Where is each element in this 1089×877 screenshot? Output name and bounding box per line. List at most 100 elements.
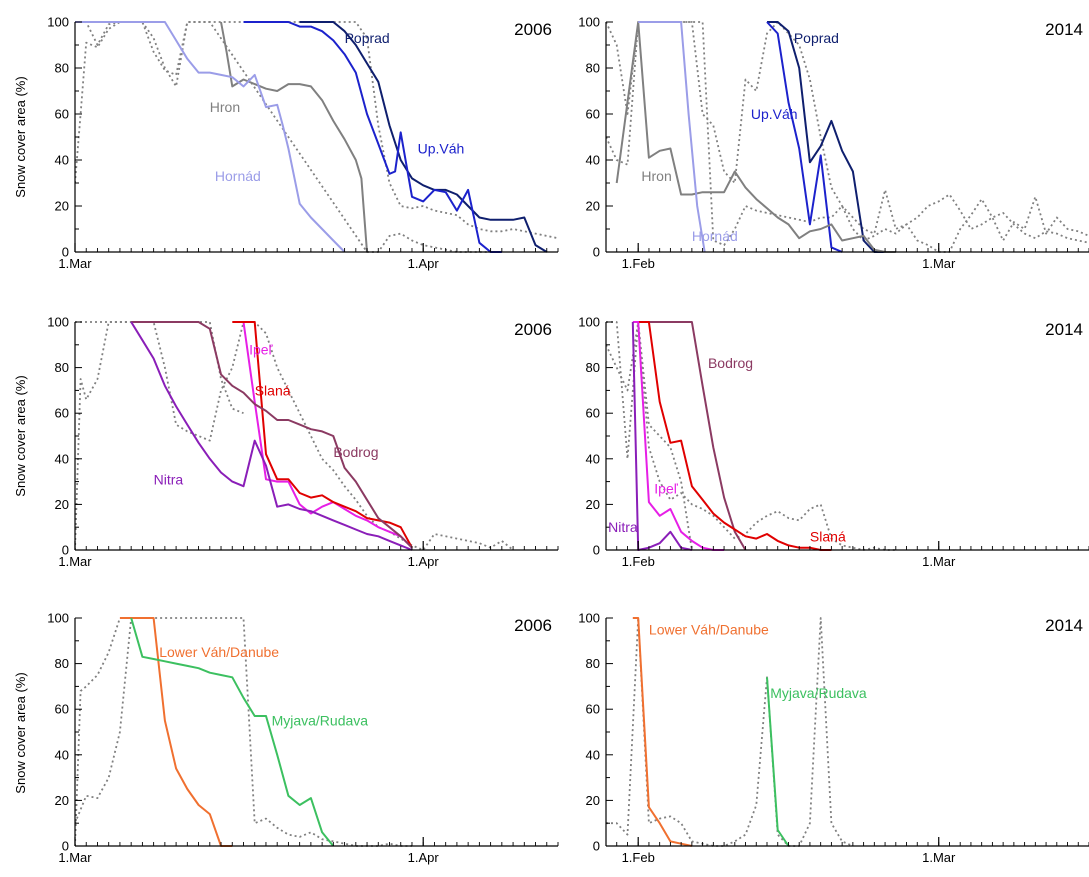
y-tick-label: 60 <box>55 406 69 421</box>
series-label-poprad: Poprad <box>345 30 390 46</box>
series-label-myjava-rudava: Myjava/Rudava <box>272 713 369 729</box>
y-tick-label: 100 <box>47 315 69 330</box>
series-line-poprad <box>767 21 886 253</box>
series-line-up-vah <box>766 21 843 253</box>
y-axis-label-bottom: Snow cover area (%) <box>13 672 28 793</box>
y-tick-label: 100 <box>47 15 69 30</box>
y-tick-label: 80 <box>55 61 69 76</box>
y-tick-label: 100 <box>578 315 600 330</box>
reference-line-dotted <box>75 21 502 253</box>
reference-line-dotted <box>75 21 558 240</box>
series-line-ipel <box>242 321 413 549</box>
panel-year-label: 2006 <box>514 616 552 635</box>
series-line-lower-vah-danube <box>632 617 693 847</box>
y-tick-label: 20 <box>586 793 600 808</box>
x-tick-label: 1.Mar <box>58 256 92 271</box>
reference-line-dotted <box>606 21 1089 253</box>
y-tick-label: 80 <box>586 360 600 375</box>
series-line-bodrog <box>131 321 413 549</box>
series-line-hornad <box>75 21 346 253</box>
series-label-lower-vah-danube: Lower Váh/Danube <box>649 621 769 637</box>
x-tick-label: 1.Feb <box>622 850 655 865</box>
y-tick-label: 60 <box>586 702 600 717</box>
series-label-nitra: Nitra <box>608 519 638 535</box>
reference-line-dotted <box>606 617 854 847</box>
y-tick-label: 80 <box>586 61 600 76</box>
series-line-hron <box>615 21 896 253</box>
panel-year-label: 2014 <box>1045 20 1083 39</box>
y-tick-label: 80 <box>586 656 600 671</box>
y-axis-label-top: Snow cover area (%) <box>13 76 28 197</box>
y-tick-label: 100 <box>578 15 600 30</box>
series-label-up-vah: Up.Váh <box>751 106 798 122</box>
reference-line-dotted <box>606 321 896 551</box>
y-tick-label: 60 <box>586 406 600 421</box>
y-tick-label: 80 <box>55 360 69 375</box>
x-tick-label: 1.Apr <box>408 256 440 271</box>
chart-panel-1: 0 20 40 60 80 100 1.Mar 1.Apr 2006 Poprad Up.Váh Hr… <box>47 15 559 271</box>
x-tick-label: 1.Mar <box>922 850 956 865</box>
series-line-lower-vah-danube <box>119 617 233 847</box>
chart-panel-2: 0 20 40 60 80 100 1.Feb 1.Mar 2014 Poprad Up.Váh Hr… <box>578 15 1089 271</box>
series-label-lower-vah-danube: Lower Váh/Danube <box>159 644 279 660</box>
series-line-bodrog <box>638 321 747 551</box>
y-tick-label: 40 <box>55 451 69 466</box>
reference-line-dotted <box>75 617 133 824</box>
panel-year-label: 2014 <box>1045 616 1083 635</box>
chart-panel-3: 0 20 40 60 80 100 1.Mar 1.Apr 2006 Ipeľ Slaná Bodro… <box>47 315 559 569</box>
y-tick-label: 40 <box>586 747 600 762</box>
panel-year-label: 2006 <box>514 20 552 39</box>
x-tick-label: 1.Mar <box>922 256 956 271</box>
series-label-bodrog: Bodrog <box>333 444 378 460</box>
y-tick-label: 20 <box>586 497 600 512</box>
series-label-myjava-rudava: Myjava/Rudava <box>770 685 867 701</box>
y-tick-label: 0 <box>593 245 600 260</box>
series-label-up-vah: Up.Váh <box>418 141 465 157</box>
y-tick-label: 60 <box>55 702 69 717</box>
y-tick-label: 100 <box>578 611 600 626</box>
series-line-myjava-rudava <box>766 677 790 847</box>
series-line-ipel <box>632 321 725 551</box>
panel-year-label: 2014 <box>1045 320 1083 339</box>
reference-line-dotted <box>75 321 514 551</box>
x-tick-label: 1.Apr <box>408 554 440 569</box>
series-label-ipel: Ipeľ <box>249 341 273 357</box>
y-tick-label: 0 <box>62 839 69 854</box>
y-tick-label: 0 <box>62 245 69 260</box>
series-line-poprad <box>299 21 548 253</box>
y-tick-label: 40 <box>55 153 69 168</box>
y-tick-label: 20 <box>55 793 69 808</box>
x-tick-label: 1.Mar <box>58 554 92 569</box>
series-label-nitra: Nitra <box>154 471 184 487</box>
y-tick-label: 100 <box>47 611 69 626</box>
y-axis-label-middle: Snow cover area (%) <box>13 375 28 496</box>
chart-panel-5: 0 20 40 60 80 100 1.Mar 1.Apr 2006 Lower Váh/Danu… <box>47 611 559 865</box>
series-label-poprad: Poprad <box>794 30 839 46</box>
y-tick-label: 40 <box>586 451 600 466</box>
chart-panel-4: 0 20 40 60 80 100 1.Feb 1.Mar 2014 Bodrog Slaná Ipe… <box>578 315 1089 569</box>
y-tick-label: 20 <box>55 497 69 512</box>
y-tick-label: 60 <box>55 107 69 122</box>
x-tick-label: 1.Mar <box>58 850 92 865</box>
series-label-ipel: Ipeľ <box>654 480 678 496</box>
reference-line-dotted <box>606 321 693 551</box>
series-label-hornad: Hornád <box>692 228 738 244</box>
y-tick-label: 40 <box>586 153 600 168</box>
chart-panels: 0 20 40 60 80 100 1.Mar 1.Apr 2006 Poprad Up.Váh Hr… <box>47 15 1089 865</box>
series-label-slana: Slaná <box>255 382 291 398</box>
x-tick-label: 1.Apr <box>408 850 440 865</box>
series-label-hornad: Hornád <box>215 168 261 184</box>
reference-line-dotted <box>75 321 244 415</box>
series-line-nitra <box>631 321 693 551</box>
x-tick-label: 1.Mar <box>922 554 956 569</box>
series-line-hornad <box>638 21 706 253</box>
y-tick-label: 20 <box>55 199 69 214</box>
y-tick-label: 80 <box>55 656 69 671</box>
series-label-bodrog: Bodrog <box>708 355 753 371</box>
y-tick-label: 0 <box>593 839 600 854</box>
series-label-hron: Hron <box>641 168 671 184</box>
y-tick-label: 0 <box>62 543 69 558</box>
series-line-up-vah <box>243 21 502 253</box>
y-tick-label: 20 <box>586 199 600 214</box>
